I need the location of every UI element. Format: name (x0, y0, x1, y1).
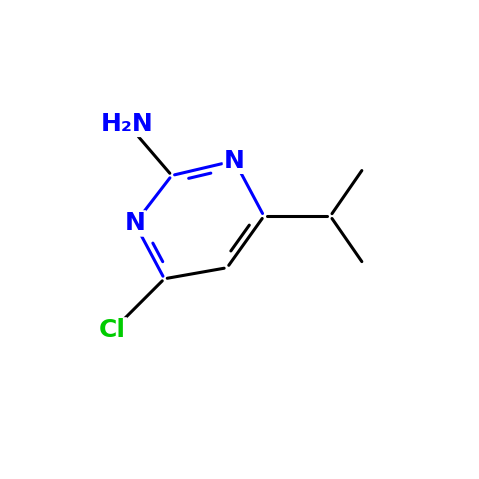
Text: H₂N: H₂N (101, 112, 154, 136)
Text: N: N (224, 149, 245, 173)
Text: Cl: Cl (99, 319, 126, 342)
Text: N: N (125, 211, 145, 236)
